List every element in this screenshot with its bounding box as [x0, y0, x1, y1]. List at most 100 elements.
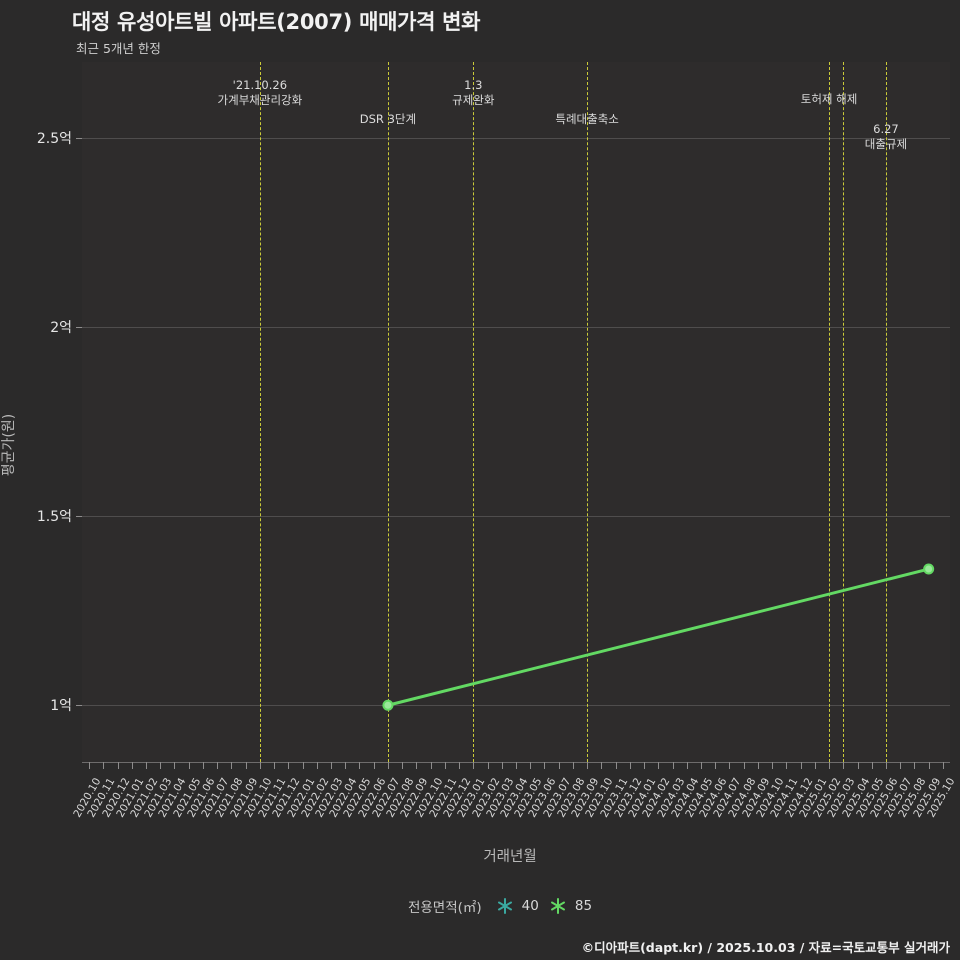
x-tick-mark: [757, 762, 759, 769]
annotation-label: 토허제 해제: [801, 92, 858, 107]
x-tick-mark: [274, 762, 276, 769]
x-tick-mark: [459, 762, 461, 769]
x-tick-mark: [202, 762, 204, 769]
legend-item-40[interactable]: 40: [495, 896, 539, 916]
x-tick-mark: [715, 762, 717, 769]
annotation-name: 토허제 해제: [800, 92, 858, 106]
x-tick-mark: [373, 762, 375, 769]
x-tick-mark: [857, 762, 859, 769]
x-tick-mark: [302, 762, 304, 769]
x-tick-mark: [259, 762, 261, 769]
x-tick-mark: [245, 762, 247, 769]
annotation-label: 특례대출축소: [555, 112, 618, 127]
y-tick-label: 2억: [50, 319, 72, 336]
x-tick-mark: [928, 762, 930, 769]
x-tick-mark: [672, 762, 674, 769]
x-tick-mark: [800, 762, 802, 769]
annotation-name: 규제완화: [452, 93, 495, 107]
x-tick-mark: [829, 762, 831, 769]
x-tick-mark: [331, 762, 333, 769]
y-tick-mark: [76, 516, 82, 518]
x-tick-mark: [402, 762, 404, 769]
x-tick-mark: [615, 762, 617, 769]
x-tick-mark: [644, 762, 646, 769]
x-tick-mark: [686, 762, 688, 769]
x-tick-mark: [572, 762, 574, 769]
annotation-name: 대출규제: [864, 137, 908, 151]
x-tick-mark: [786, 762, 788, 769]
annotation-name: 특례대출축소: [555, 112, 619, 126]
y-tick-label: 1.5억: [36, 509, 72, 526]
y-tick-mark: [76, 326, 82, 328]
x-tick-mark: [473, 762, 475, 769]
chart-subtitle: 최근 5개년 한정: [76, 41, 161, 56]
annotation-label: DSR 3단계: [360, 112, 416, 127]
y-gridline: [82, 137, 950, 139]
x-axis-label: 거래년월: [483, 849, 537, 865]
annotation-vline: [473, 62, 475, 762]
x-tick-mark: [444, 762, 446, 769]
x-tick-mark: [89, 762, 91, 769]
x-tick-mark: [558, 762, 560, 769]
x-tick-mark: [174, 762, 176, 769]
annotation-label: 6.27 대출규제: [865, 122, 907, 152]
annotation-date: 1.3: [464, 78, 483, 92]
asterisk-marker-icon: [497, 898, 512, 914]
x-tick-mark: [117, 762, 119, 769]
x-tick-mark: [900, 762, 902, 769]
x-tick-mark: [188, 762, 190, 769]
annotation-date: '21.10.26: [232, 78, 288, 92]
footer-credit: ©디아파트(dapt.kr) / 2025.10.03 / 자료=국토교통부 실…: [581, 940, 950, 955]
x-tick-mark: [587, 762, 589, 769]
x-tick-mark: [700, 762, 702, 769]
x-tick-mark: [501, 762, 503, 769]
annotation-vline: [885, 62, 887, 762]
y-tick-mark: [76, 137, 82, 139]
plot-area-background: [82, 62, 950, 762]
y-gridline: [82, 705, 950, 707]
asterisk-marker-icon: [550, 898, 565, 914]
x-tick-mark: [487, 762, 489, 769]
chart-title: 대정 유성아트빌 아파트(2007) 매매가격 변화: [72, 10, 481, 34]
annotation-vline: [587, 62, 589, 762]
x-tick-mark: [743, 762, 745, 769]
annotation-label: '21.10.26 가계부채관리강화: [218, 78, 303, 108]
x-tick-mark: [103, 762, 105, 769]
annotation-date: 6.27: [873, 122, 899, 136]
annotation-name: 가계부채관리강화: [217, 93, 303, 107]
annotation-vline: [387, 62, 389, 762]
legend-label-40: 40: [521, 898, 539, 914]
y-tick-label: 1억: [50, 698, 72, 715]
y-tick-label: 2.5억: [36, 130, 72, 147]
y-gridline: [82, 326, 950, 328]
x-tick-mark: [288, 762, 290, 769]
x-tick-mark: [217, 762, 219, 769]
legend-label-85: 85: [574, 898, 593, 914]
x-tick-mark: [629, 762, 631, 769]
x-tick-mark: [430, 762, 432, 769]
x-tick-mark: [942, 762, 944, 769]
x-tick-mark: [843, 762, 845, 769]
x-tick-mark: [530, 762, 532, 769]
annotation-name: DSR 3단계: [359, 112, 417, 126]
annotation-label: 1.3 규제완화: [452, 78, 494, 108]
x-tick-mark: [160, 762, 162, 769]
x-tick-mark: [871, 762, 873, 769]
x-tick-mark: [345, 762, 347, 769]
x-tick-mark: [601, 762, 603, 769]
annotation-vline: [843, 62, 845, 762]
legend-item-85[interactable]: 85: [548, 896, 592, 916]
x-tick-mark: [231, 762, 233, 769]
legend-title: 전용면적(㎡): [407, 900, 482, 916]
x-tick-mark: [814, 762, 816, 769]
x-tick-mark: [914, 762, 916, 769]
x-tick-mark: [146, 762, 148, 769]
annotation-vline: [829, 62, 831, 762]
x-tick-mark: [387, 762, 389, 769]
x-tick-mark: [516, 762, 517, 769]
x-tick-mark: [544, 762, 546, 769]
annotation-vline: [259, 62, 261, 762]
x-tick-mark: [885, 762, 887, 769]
x-tick-mark: [131, 762, 133, 769]
